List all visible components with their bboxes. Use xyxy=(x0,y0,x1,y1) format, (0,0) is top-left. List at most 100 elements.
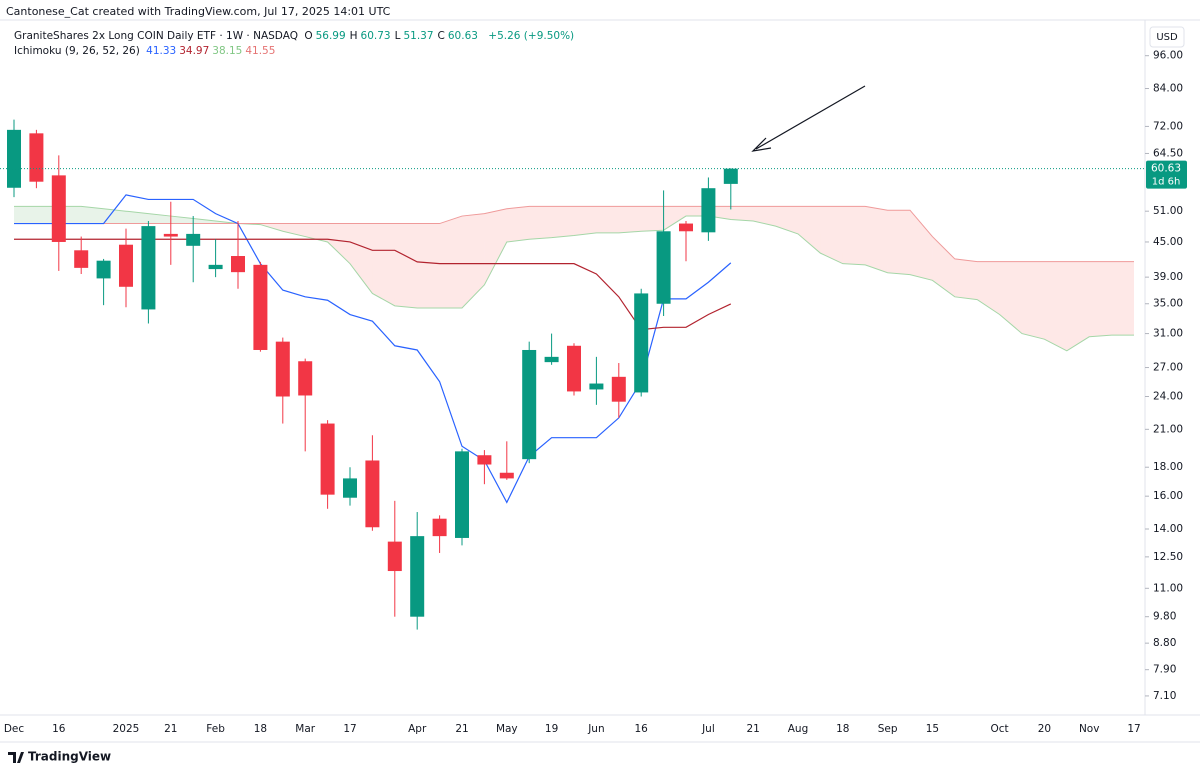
candle-body xyxy=(634,293,649,393)
x-tick-label: Nov xyxy=(1079,723,1100,735)
candle-body xyxy=(320,423,335,495)
y-tick-label: 27.00 xyxy=(1153,362,1183,374)
cloud-segment xyxy=(462,213,485,308)
candle-body xyxy=(499,472,514,479)
candle-body xyxy=(701,188,716,233)
x-tick-label: Jun xyxy=(587,723,604,735)
x-tick-label: 21 xyxy=(455,723,468,735)
candle-body xyxy=(343,478,357,498)
cloud-segment xyxy=(193,218,216,224)
ohlc-item: H 60.73 xyxy=(350,30,395,42)
candle-body xyxy=(544,356,559,363)
ohlc-value: 56.99 xyxy=(315,30,346,42)
x-tick-label: 21 xyxy=(164,723,177,735)
cloud-segment xyxy=(327,223,350,264)
span-b-line xyxy=(14,205,1134,263)
candle-body xyxy=(298,361,313,396)
change: +5.26 (+9.50%) xyxy=(488,30,575,42)
cloud-segment xyxy=(618,206,642,233)
y-tick-label: 16.00 xyxy=(1153,490,1183,502)
cloud-segment xyxy=(798,206,821,254)
x-tick-label: Oct xyxy=(991,723,1009,735)
ohlc-key: O xyxy=(304,30,313,42)
y-tick-label: 14.00 xyxy=(1153,523,1183,535)
candle-body xyxy=(275,341,290,397)
x-tick-label: 17 xyxy=(1127,723,1140,735)
candle-body xyxy=(589,383,604,390)
cloud-segment xyxy=(1022,261,1045,340)
y-tick-label: 51.00 xyxy=(1153,205,1183,217)
cloud-segment xyxy=(529,206,552,240)
indicator-row: Ichimoku (9, 26, 52, 26) 41.33 34.97 38.15… xyxy=(14,45,281,57)
ohlc-key: H xyxy=(349,30,358,42)
y-tick-label: 11.00 xyxy=(1153,582,1183,594)
cloud-segment xyxy=(1044,261,1067,351)
cloud-segment xyxy=(305,223,328,242)
y-tick-label: 12.50 xyxy=(1153,551,1183,563)
cloud-segment xyxy=(820,206,843,264)
cloud xyxy=(14,206,1134,351)
cloud-segment xyxy=(394,223,418,308)
cloud-segment xyxy=(865,206,888,273)
candle-body xyxy=(186,233,201,246)
indicator-value: 41.33 xyxy=(146,45,177,57)
cloud-segment xyxy=(14,206,37,224)
x-tick-label: Aug xyxy=(788,723,809,735)
y-tick-label: 7.90 xyxy=(1153,664,1176,676)
x-tick-label: 21 xyxy=(747,723,760,735)
cloud-segment xyxy=(999,261,1022,334)
cloud-segment xyxy=(372,223,395,306)
cloud-segment xyxy=(977,261,1000,315)
ohlc-key: C xyxy=(437,30,445,42)
cloud-segment xyxy=(596,206,619,233)
cloud-segment xyxy=(81,206,104,224)
cloud-segment xyxy=(282,223,306,237)
last-price-box xyxy=(1146,160,1187,189)
cloud-segment xyxy=(484,208,507,285)
candle-body xyxy=(208,264,223,270)
currency: USD xyxy=(1156,32,1178,43)
ohlc-item: L 51.37 xyxy=(395,30,438,42)
candle-body xyxy=(253,264,268,350)
x-tick-label: Sep xyxy=(878,723,898,735)
y-tick-label: 45.00 xyxy=(1153,236,1183,248)
y-tick-label: 31.00 xyxy=(1153,328,1183,340)
x-tick-label: 20 xyxy=(1038,723,1051,735)
candle-body xyxy=(455,451,469,538)
last-price-label: 60.63 xyxy=(1151,163,1181,175)
cloud-segment xyxy=(753,206,776,227)
candle-body xyxy=(29,133,44,182)
indicator-value: 34.97 xyxy=(179,45,210,57)
ohlc-value: 60.73 xyxy=(360,30,391,42)
y-tick-label: 8.80 xyxy=(1153,637,1176,649)
y-tick-label: 72.00 xyxy=(1153,120,1183,132)
currency-box[interactable] xyxy=(1149,26,1185,48)
cloud-segment xyxy=(641,206,664,232)
cloud-segment xyxy=(103,208,126,224)
x-tick-label: Dec xyxy=(4,723,25,735)
arrow-head xyxy=(751,137,772,152)
candle-body xyxy=(74,250,89,268)
y-tick-label: 9.80 xyxy=(1153,611,1176,623)
symbol: GraniteShares 2x Long COIN Daily ETF · 1… xyxy=(14,30,298,42)
tradingview-logo: TradingView xyxy=(8,750,111,764)
x-tick-label: 16 xyxy=(635,723,649,735)
cloud-segment xyxy=(126,211,149,224)
cloud-segment xyxy=(932,236,955,297)
x-tick-label: 19 xyxy=(545,723,558,735)
attribution: Cantonese_Cat created with TradingView.c… xyxy=(6,5,391,18)
candle-body xyxy=(163,233,178,237)
y-tick-label: 7.10 xyxy=(1153,690,1176,702)
cloud-segment xyxy=(1089,261,1112,337)
candle-body xyxy=(141,226,156,310)
cloud-segment xyxy=(148,213,171,224)
x-tick-label: May xyxy=(496,723,518,735)
y-tick-label: 64.50 xyxy=(1153,147,1183,159)
y-tick-label: 21.00 xyxy=(1153,423,1183,435)
ohlc-item: O 56.99 xyxy=(304,30,349,42)
y-tick-label: 96.00 xyxy=(1153,50,1183,62)
x-tick-label: 18 xyxy=(836,723,849,735)
cloud-segment xyxy=(887,210,910,275)
candle-body xyxy=(432,518,447,537)
candle-body xyxy=(656,231,671,304)
